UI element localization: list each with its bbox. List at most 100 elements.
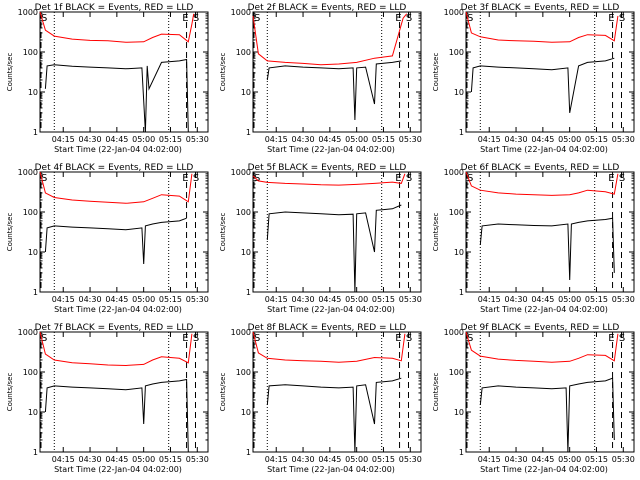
x-axis-label: Start Time (22-Jan-04 04:02:00): [480, 465, 608, 474]
panel-title: Det 4f BLACK = Events, RED = LLD: [35, 163, 194, 173]
plot-frame: [39, 331, 209, 453]
plot-frame: [252, 171, 422, 293]
y-axis-label: Counts/sec: [6, 53, 14, 92]
event-marker-label: S: [467, 333, 473, 344]
y-tick-label: 10: [28, 408, 38, 417]
x-tick-label: 04:30: [292, 455, 315, 464]
panel-title: Det 2f BLACK = Events, RED = LLD: [248, 3, 407, 13]
event-marker-label: S: [254, 173, 260, 184]
event-marker-label: S: [254, 333, 260, 344]
y-tick-label: 1: [33, 288, 38, 297]
y-tick-label: 1: [459, 288, 464, 297]
x-tick-label: 05:00: [132, 135, 155, 144]
y-tick-label: 100: [236, 208, 251, 217]
x-tick-label: 04:15: [265, 135, 288, 144]
x-tick-label: 05:30: [399, 135, 422, 144]
lld-series-line: [465, 11, 619, 43]
x-axis-label: Start Time (22-Jan-04 04:02:00): [267, 465, 395, 474]
y-axis-label: Counts/sec: [432, 373, 440, 412]
y-axis-label: Counts/sec: [432, 213, 440, 252]
y-tick-label: 10: [241, 248, 251, 257]
panel-title: Det 9f BLACK = Events, RED = LLD: [461, 323, 620, 333]
detector-panel: Det 7f BLACK = Events, RED = LLD 1 10 100 10…: [6, 323, 209, 474]
x-axis-label: Start Time (22-Jan-04 04:02:00): [480, 145, 608, 154]
x-tick-label: 05:15: [585, 135, 608, 144]
event-marker-label: E: [182, 173, 188, 184]
events-series-line: [266, 60, 402, 121]
panel-title: Det 3f BLACK = Events, RED = LLD: [461, 3, 620, 13]
event-marker-label: E: [182, 333, 188, 344]
y-tick-label: 1: [33, 448, 38, 457]
y-tick-label: 1000: [18, 8, 38, 17]
x-tick-label: 05:15: [159, 135, 182, 144]
x-tick-label: 05:30: [186, 295, 209, 304]
event-marker-label: S: [406, 173, 412, 184]
event-marker-label: S: [619, 333, 625, 344]
detector-panel: Det 6f BLACK = Events, RED = LLD 1 10 100 10…: [432, 163, 635, 314]
x-tick-label: 05:30: [612, 135, 635, 144]
y-tick-label: 1: [459, 128, 464, 137]
lld-series-line: [39, 331, 193, 367]
event-marker-label: S: [193, 173, 199, 184]
x-tick-label: 05:30: [612, 455, 635, 464]
lld-series-line: [252, 13, 408, 66]
x-tick-label: 04:15: [478, 135, 501, 144]
y-tick-label: 100: [449, 208, 464, 217]
events-series-line: [44, 378, 189, 453]
event-marker-label: E: [395, 13, 401, 24]
x-tick-label: 05:00: [345, 295, 368, 304]
x-tick-label: 04:30: [292, 295, 315, 304]
panel-title: Det 8f BLACK = Events, RED = LLD: [248, 323, 407, 333]
detector-panel: Det 9f BLACK = Events, RED = LLD 1 10 100 10…: [432, 323, 635, 474]
x-tick-label: 04:15: [478, 455, 501, 464]
y-tick-label: 10: [241, 88, 251, 97]
y-tick-label: 1000: [444, 8, 464, 17]
x-tick-label: 04:15: [265, 455, 288, 464]
x-tick-label: 05:00: [558, 135, 581, 144]
plot-frame: [465, 331, 635, 453]
x-tick-label: 05:15: [372, 135, 395, 144]
y-axis-label: Counts/sec: [219, 213, 227, 252]
x-tick-label: 04:15: [265, 295, 288, 304]
event-marker-label: S: [193, 333, 199, 344]
events-series-line: [266, 377, 402, 453]
x-tick-label: 05:15: [585, 295, 608, 304]
lld-series-line: [252, 331, 406, 363]
plot-frame: [252, 331, 422, 453]
lld-series-line: [252, 173, 406, 186]
event-marker-label: S: [254, 13, 260, 24]
event-marker-label: S: [406, 13, 412, 24]
x-tick-label: 04:30: [505, 455, 528, 464]
detector-panel: Det 5f BLACK = Events, RED = LLD 1 10 100 10…: [219, 163, 422, 314]
detector-panel: Det 3f BLACK = Events, RED = LLD 1 10 100 10…: [432, 3, 635, 154]
event-marker-label: S: [619, 173, 625, 184]
panel-title: Det 6f BLACK = Events, RED = LLD: [461, 163, 620, 173]
event-marker-label: E: [395, 173, 401, 184]
y-tick-label: 1000: [231, 328, 251, 337]
x-tick-label: 04:30: [292, 135, 315, 144]
x-tick-label: 05:30: [399, 295, 422, 304]
y-tick-label: 10: [454, 248, 464, 257]
x-tick-label: 05:00: [345, 455, 368, 464]
detector-panel: Det 1f BLACK = Events, RED = LLD 1 10 100 10…: [6, 3, 209, 154]
lld-series-line: [465, 171, 619, 196]
y-tick-label: 1: [246, 288, 251, 297]
x-tick-label: 05:15: [159, 295, 182, 304]
events-series-line: [479, 377, 615, 453]
plot-frame: [39, 11, 209, 133]
y-tick-label: 100: [449, 48, 464, 57]
y-tick-label: 100: [23, 368, 38, 377]
plot-frame: [465, 11, 635, 133]
x-tick-label: 05:00: [132, 295, 155, 304]
x-tick-label: 04:45: [531, 455, 554, 464]
detector-panel: Det 4f BLACK = Events, RED = LLD 1 10 100 10…: [6, 163, 209, 314]
lld-series-line: [465, 331, 619, 363]
x-tick-label: 04:30: [505, 135, 528, 144]
y-tick-label: 1000: [231, 168, 251, 177]
panel-title: Det 7f BLACK = Events, RED = LLD: [35, 323, 194, 333]
y-tick-label: 1: [459, 448, 464, 457]
y-tick-label: 1000: [18, 328, 38, 337]
x-tick-label: 04:15: [52, 295, 75, 304]
events-series-line: [479, 217, 615, 281]
y-tick-label: 1: [246, 448, 251, 457]
